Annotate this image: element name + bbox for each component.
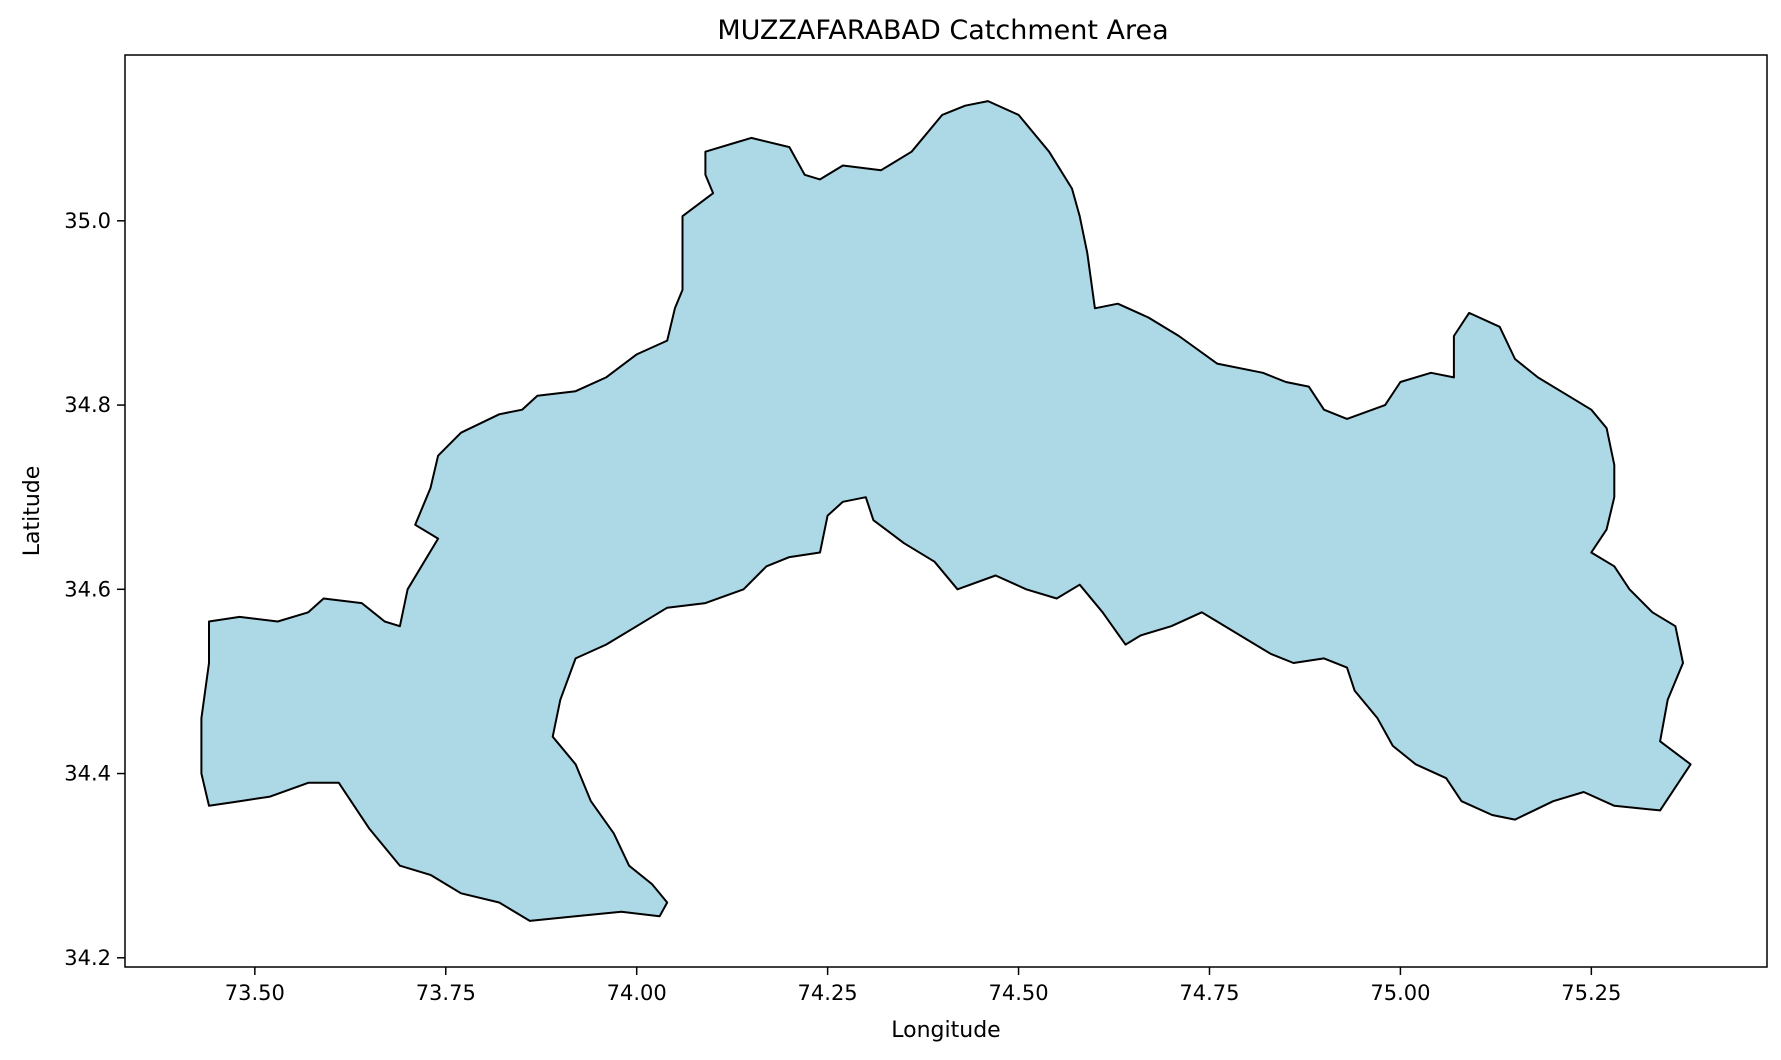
x-tick-label: 74.75 xyxy=(1179,981,1239,1005)
chart-title: MUZZAFARABAD Catchment Area xyxy=(717,15,1168,46)
x-tick-label: 74.50 xyxy=(988,981,1048,1005)
x-tick-label: 73.50 xyxy=(225,981,285,1005)
y-tick-label: 34.6 xyxy=(64,577,111,601)
catchment-boundary xyxy=(200,100,1692,922)
y-tick-label: 34.4 xyxy=(64,762,111,786)
y-tick-label: 34.2 xyxy=(64,946,111,970)
plot-frame xyxy=(124,54,1768,968)
x-axis: 73.50 73.75 74.00 74.25 74.50 74.75 75.00 75.25 xyxy=(225,967,1621,1005)
x-tick-label: 75.25 xyxy=(1561,981,1621,1005)
x-tick-label: 74.00 xyxy=(607,981,667,1005)
y-tick-label: 35.0 xyxy=(64,209,111,233)
y-axis: 34.2 34.4 34.6 34.8 35.0 xyxy=(64,209,125,970)
x-tick-label: 74.25 xyxy=(798,981,858,1005)
x-axis-label: Longitude xyxy=(891,1018,1000,1043)
y-axis-label: Latitude xyxy=(20,466,45,557)
y-tick-label: 34.8 xyxy=(64,393,111,417)
x-tick-label: 73.75 xyxy=(416,981,476,1005)
map-layer xyxy=(200,100,1692,922)
x-tick-label: 75.00 xyxy=(1370,981,1430,1005)
